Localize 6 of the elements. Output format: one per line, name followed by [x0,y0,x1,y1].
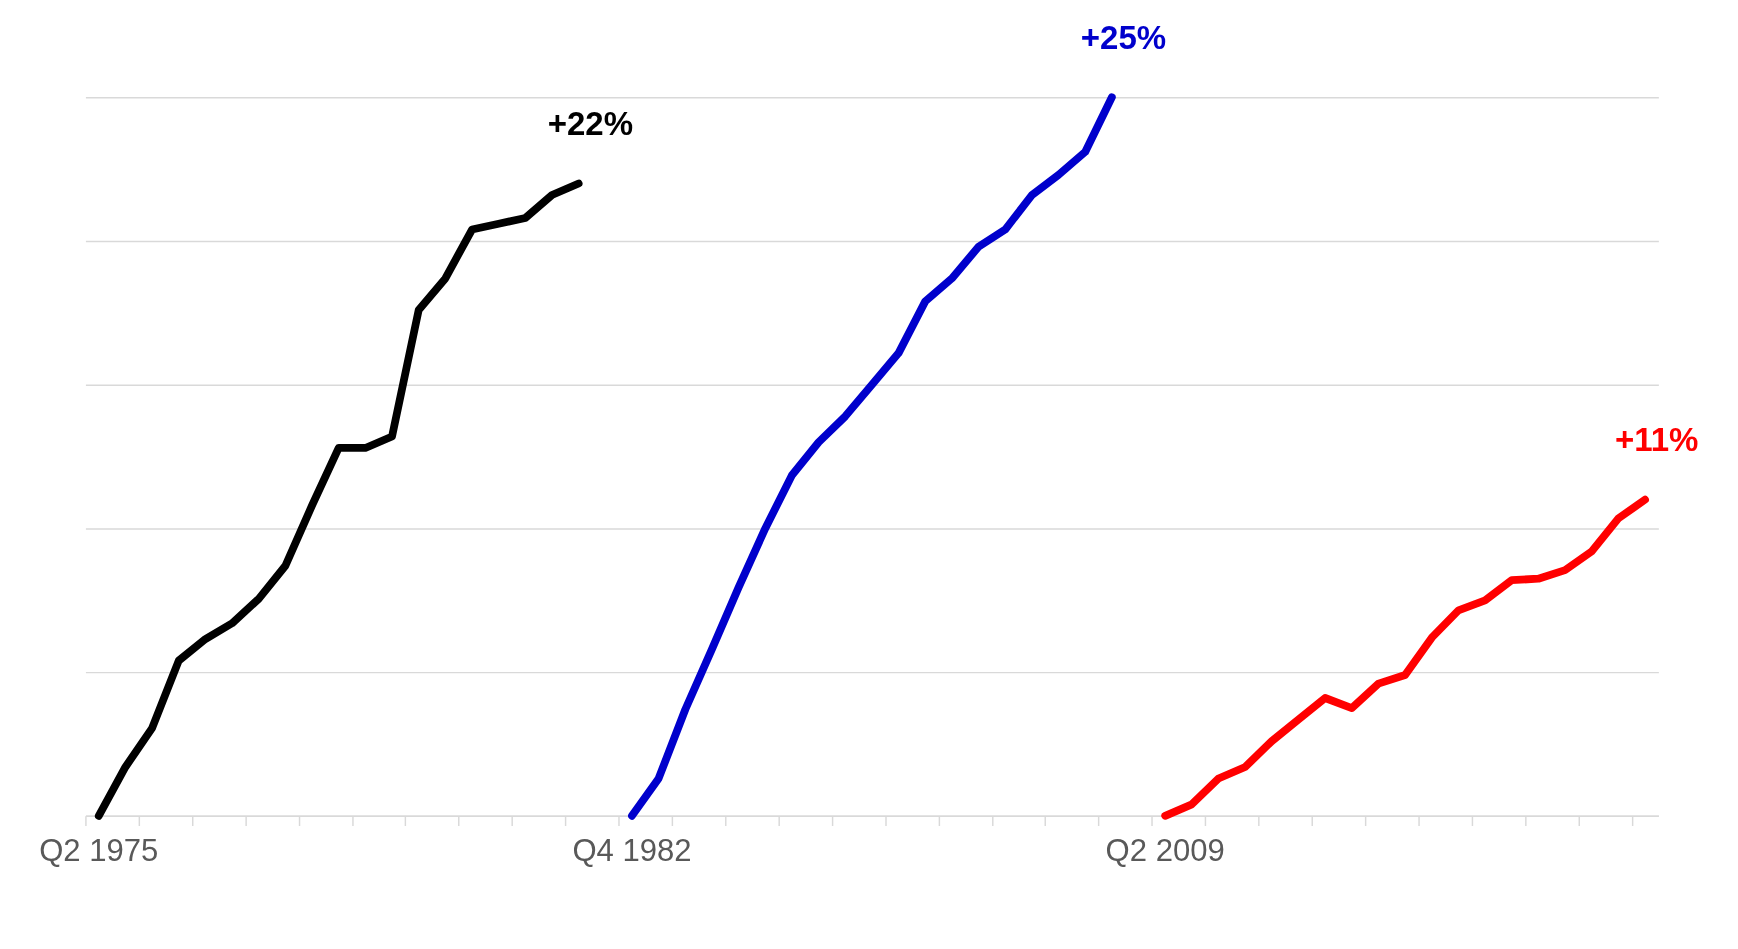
data-label: +25% [1080,18,1167,56]
data-label: +22% [547,105,633,142]
x-tick-label: Q4 1982 [572,833,692,869]
data-label: +11% [1614,421,1699,459]
x-tick-label: Q2 2009 [1105,833,1225,869]
x-tick-label: Q2 1975 [39,833,159,869]
